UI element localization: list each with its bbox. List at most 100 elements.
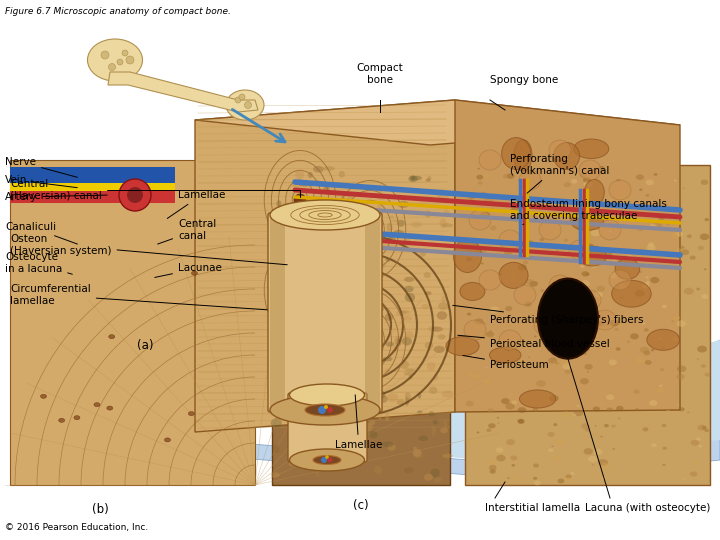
Ellipse shape — [607, 408, 613, 412]
Ellipse shape — [385, 313, 393, 321]
Ellipse shape — [644, 328, 649, 332]
Ellipse shape — [705, 373, 710, 376]
Ellipse shape — [636, 357, 644, 363]
Ellipse shape — [376, 194, 387, 200]
Text: Periosteal blood vessel: Periosteal blood vessel — [458, 335, 610, 349]
Ellipse shape — [404, 286, 414, 292]
Ellipse shape — [338, 171, 345, 178]
Ellipse shape — [662, 305, 667, 308]
Ellipse shape — [467, 257, 472, 261]
Ellipse shape — [427, 362, 436, 370]
Ellipse shape — [297, 253, 305, 258]
Ellipse shape — [370, 267, 375, 273]
Ellipse shape — [408, 176, 418, 182]
Ellipse shape — [600, 436, 603, 438]
Circle shape — [245, 102, 251, 109]
Ellipse shape — [518, 407, 526, 413]
Circle shape — [364, 334, 376, 346]
Ellipse shape — [697, 359, 699, 360]
Ellipse shape — [488, 335, 492, 337]
Ellipse shape — [425, 342, 433, 349]
Ellipse shape — [330, 433, 335, 442]
Ellipse shape — [374, 390, 379, 394]
Ellipse shape — [674, 180, 677, 181]
Ellipse shape — [289, 449, 364, 471]
Ellipse shape — [573, 314, 580, 318]
Ellipse shape — [649, 224, 657, 230]
Ellipse shape — [315, 369, 327, 375]
Ellipse shape — [596, 286, 605, 292]
Ellipse shape — [510, 207, 520, 213]
Ellipse shape — [420, 248, 426, 256]
Ellipse shape — [610, 468, 614, 471]
Ellipse shape — [662, 347, 665, 349]
Ellipse shape — [646, 276, 649, 278]
Ellipse shape — [390, 215, 394, 219]
Ellipse shape — [483, 379, 490, 384]
Text: Canaliculi: Canaliculi — [5, 222, 77, 244]
Ellipse shape — [679, 407, 685, 411]
Ellipse shape — [431, 327, 443, 332]
Ellipse shape — [305, 404, 345, 416]
Ellipse shape — [612, 280, 651, 307]
Ellipse shape — [386, 342, 394, 347]
Ellipse shape — [507, 477, 510, 479]
Ellipse shape — [323, 206, 328, 210]
Ellipse shape — [349, 452, 355, 462]
Ellipse shape — [565, 326, 569, 329]
Ellipse shape — [573, 414, 577, 416]
Ellipse shape — [666, 410, 670, 413]
Ellipse shape — [397, 201, 409, 208]
Ellipse shape — [365, 424, 369, 433]
Ellipse shape — [269, 251, 280, 258]
Text: Figure 6.7 Microscopic anatomy of compact bone.: Figure 6.7 Microscopic anatomy of compac… — [5, 7, 231, 16]
Ellipse shape — [644, 360, 652, 365]
Ellipse shape — [40, 394, 47, 399]
Ellipse shape — [387, 393, 398, 402]
Ellipse shape — [607, 254, 611, 256]
Ellipse shape — [348, 193, 352, 201]
Ellipse shape — [618, 324, 621, 327]
Ellipse shape — [662, 464, 665, 466]
Ellipse shape — [518, 264, 527, 271]
Ellipse shape — [592, 464, 594, 465]
Ellipse shape — [677, 320, 686, 327]
Ellipse shape — [270, 395, 380, 425]
Ellipse shape — [650, 277, 660, 284]
Ellipse shape — [320, 448, 324, 456]
Ellipse shape — [328, 247, 336, 251]
Ellipse shape — [704, 268, 706, 270]
Ellipse shape — [479, 150, 501, 170]
Ellipse shape — [616, 179, 621, 182]
Ellipse shape — [593, 407, 600, 411]
Ellipse shape — [499, 330, 521, 350]
Ellipse shape — [524, 204, 534, 210]
Ellipse shape — [290, 373, 296, 380]
Ellipse shape — [350, 455, 362, 463]
Ellipse shape — [284, 351, 295, 356]
Ellipse shape — [558, 281, 564, 285]
Ellipse shape — [607, 298, 611, 300]
Ellipse shape — [690, 440, 699, 445]
Ellipse shape — [527, 170, 534, 175]
Ellipse shape — [659, 337, 662, 340]
Ellipse shape — [289, 462, 297, 467]
Ellipse shape — [302, 271, 308, 279]
Ellipse shape — [552, 361, 559, 366]
Ellipse shape — [333, 253, 338, 260]
Ellipse shape — [634, 389, 639, 394]
Ellipse shape — [479, 270, 501, 290]
Ellipse shape — [271, 418, 282, 428]
Ellipse shape — [503, 174, 510, 179]
Ellipse shape — [672, 316, 679, 321]
Ellipse shape — [446, 336, 479, 356]
Ellipse shape — [303, 292, 308, 297]
Ellipse shape — [487, 429, 491, 432]
Ellipse shape — [671, 320, 675, 322]
Ellipse shape — [585, 428, 590, 431]
Ellipse shape — [382, 357, 392, 361]
Ellipse shape — [494, 195, 498, 198]
Ellipse shape — [426, 178, 431, 182]
Bar — [465, 165, 710, 485]
Ellipse shape — [276, 387, 280, 390]
